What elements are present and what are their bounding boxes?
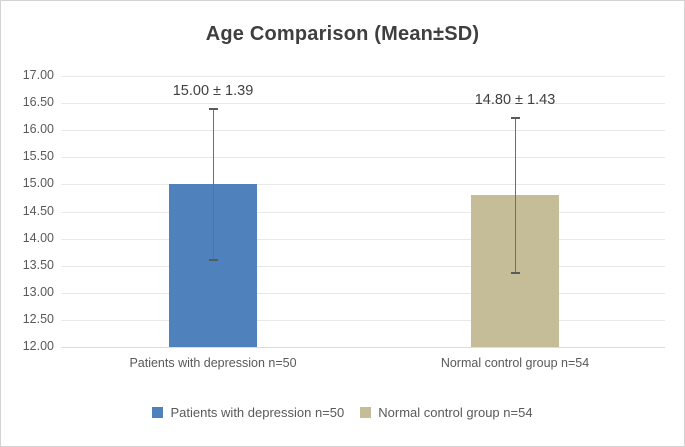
y-axis-tick-label: 12.50: [22, 311, 54, 326]
error-bar: [515, 117, 516, 273]
chart-legend: Patients with depression n=50 Normal cont…: [1, 405, 684, 420]
gridline: [61, 238, 665, 240]
y-axis-tick-label: 12.00: [22, 339, 54, 353]
legend-item: Normal control group n=54: [360, 405, 533, 420]
gridline: [61, 103, 665, 105]
gridline: [61, 211, 665, 213]
y-axis-tick-label: 14.50: [22, 203, 54, 218]
y-axis-tick-label: 16.50: [22, 95, 54, 110]
y-axis-tick-label: 14.00: [22, 230, 54, 245]
gridline: [61, 130, 665, 132]
y-axis-tick-label: 13.50: [22, 257, 54, 272]
error-bar: [213, 109, 214, 260]
y-axis-tick-label: 17.00: [22, 68, 54, 82]
gridline: [61, 347, 665, 348]
gridline: [61, 184, 665, 186]
legend-label: Normal control group n=54: [378, 405, 533, 420]
legend-item: Patients with depression n=50: [152, 405, 344, 420]
gridline: [61, 76, 665, 77]
y-axis-tick-label: 13.00: [22, 284, 54, 299]
bar-data-label: 15.00 ± 1.39: [172, 83, 254, 100]
gridline: [61, 319, 665, 321]
x-axis-category-label: Normal control group n=54: [440, 356, 590, 370]
y-axis-tick-label: 15.00: [22, 176, 54, 191]
legend-swatch-icon: [360, 407, 372, 418]
bar-data-label: 14.80 ± 1.43: [474, 91, 556, 108]
gridline: [61, 265, 665, 267]
x-axis-category-label: Patients with depression n=50: [129, 356, 297, 370]
error-bar-cap-top: [511, 116, 520, 119]
error-bar-cap-bottom: [209, 258, 218, 261]
error-bar-cap-bottom: [511, 271, 520, 274]
gridline: [61, 157, 665, 159]
chart-title: Age Comparison (Mean±SD): [205, 23, 480, 45]
legend-label: Patients with depression n=50: [170, 405, 345, 420]
error-bar-cap-top: [209, 108, 218, 111]
y-axis-tick-label: 16.00: [22, 122, 54, 137]
gridline: [61, 292, 665, 294]
legend-swatch-icon: [152, 407, 164, 418]
y-axis-tick-label: 15.50: [22, 149, 54, 164]
